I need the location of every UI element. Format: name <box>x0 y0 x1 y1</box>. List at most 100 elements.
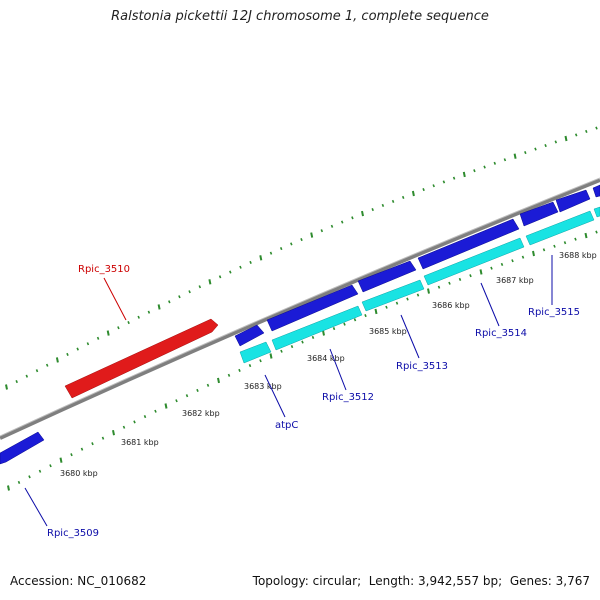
scale-tick <box>196 388 199 392</box>
scale-tick <box>503 158 507 162</box>
scale-label: 3686 kbp <box>432 301 470 310</box>
scale-tick <box>80 447 84 451</box>
scale-tick <box>483 165 486 169</box>
gene-Rpic_3512[interactable] <box>266 284 359 332</box>
accession-label: Accession: <box>10 574 74 588</box>
gene-cyan-2[interactable] <box>271 305 363 351</box>
scale-tick <box>198 285 202 289</box>
gene-Rpic_3515b[interactable] <box>555 189 591 213</box>
gene-Rpic_3510[interactable] <box>64 318 219 399</box>
scale-tick <box>168 300 171 304</box>
scale-label: 3688 kbp <box>559 251 597 260</box>
scale-tick <box>544 144 547 148</box>
gene-Rpic_3509[interactable] <box>0 431 45 465</box>
scale-tick <box>542 248 546 252</box>
scale-tick <box>157 304 161 310</box>
scale-tick <box>353 318 357 322</box>
scale-tick <box>112 430 115 436</box>
scale-tick <box>269 251 273 255</box>
gene-label-Rpic_3514[interactable]: Rpic_3514 <box>475 328 527 339</box>
scale-tick <box>45 363 49 367</box>
scale-tick <box>15 380 18 384</box>
scale-label: 3680 kbp <box>60 469 98 478</box>
scale-label: 3681 kbp <box>121 438 159 447</box>
scale-label: 3682 kbp <box>182 409 220 418</box>
scale-tick <box>217 377 220 384</box>
scale-tick <box>164 403 168 409</box>
scale-tick <box>422 188 425 192</box>
gene-track-inner <box>0 184 600 465</box>
gene-cyan-3[interactable] <box>361 279 425 312</box>
gene-labels: Rpic_3509 Rpic_3510 atpC Rpic_3512 Rpic_… <box>47 264 580 539</box>
scale-label: 3685 kbp <box>369 327 407 336</box>
scale-tick <box>25 374 29 378</box>
scale-tick <box>227 373 231 377</box>
length-value: 3,942,557 bp <box>418 574 499 588</box>
scale-tick <box>101 436 105 440</box>
scale-tick <box>239 265 242 269</box>
gene-atpC[interactable] <box>234 324 265 347</box>
gene-label-leaders <box>24 255 553 527</box>
scale-tick <box>301 340 304 344</box>
scale-tick <box>259 359 262 363</box>
scale-tick <box>70 453 73 457</box>
scale-tick <box>524 151 527 155</box>
scale-tick <box>427 288 430 294</box>
scale-tick <box>269 353 273 359</box>
gene-label-Rpic_3513[interactable]: Rpic_3513 <box>396 361 448 372</box>
scale-tick <box>17 480 21 484</box>
scale-tick <box>364 314 367 318</box>
gene-cyan-1[interactable] <box>239 341 272 364</box>
gene-cyan-6[interactable] <box>593 206 600 218</box>
scale-tick <box>106 330 110 336</box>
genes-value: 3,767 <box>555 574 590 588</box>
scale-tick <box>259 255 263 261</box>
gene-track-cyan <box>239 206 600 364</box>
scale-tick <box>385 305 388 309</box>
gene-Rpic_3513[interactable] <box>357 260 417 293</box>
scale-tick <box>290 242 293 246</box>
scale-tick <box>178 295 181 299</box>
scale-tick <box>479 269 483 275</box>
gene-Rpic_3515[interactable] <box>519 201 559 227</box>
scale-tick <box>122 425 126 429</box>
scale-tick <box>500 262 504 266</box>
scale-tick <box>143 415 147 419</box>
map-title: Ralstonia pickettii 12J chromosome 1, co… <box>111 9 489 24</box>
scale-tick <box>38 469 42 473</box>
scale-tick <box>521 255 525 259</box>
gene-edge-right[interactable] <box>592 184 600 198</box>
scale-tick <box>249 260 252 264</box>
gene-cyan-5[interactable] <box>525 210 595 246</box>
tick-row-upper <box>5 126 598 390</box>
scale-tick <box>343 322 346 326</box>
scale-tick <box>127 321 130 325</box>
tick-row-lower <box>7 230 598 491</box>
scale-labels: 3680 kbp 3681 kbp 3682 kbp 3683 kbp 3684… <box>60 251 597 478</box>
scale-tick <box>574 133 578 137</box>
scale-tick <box>154 409 157 413</box>
scale-tick <box>279 247 283 251</box>
gene-label-Rpic_3515[interactable]: Rpic_3515 <box>528 307 580 318</box>
gene-label-Rpic_3509[interactable]: Rpic_3509 <box>47 528 99 539</box>
scale-tick <box>330 224 334 228</box>
gene-cyan-4[interactable] <box>423 237 525 286</box>
scale-tick <box>595 126 598 130</box>
scale-tick <box>340 220 344 224</box>
scale-tick <box>117 326 120 330</box>
scale-tick <box>469 274 472 278</box>
scale-tick <box>595 230 598 234</box>
scale-tick <box>310 232 314 238</box>
scale-tick <box>401 195 405 199</box>
gene-Rpic_3514[interactable] <box>417 218 520 270</box>
scale-tick <box>361 210 364 217</box>
scale-tick <box>585 129 588 133</box>
gene-label-Rpic_3510[interactable]: Rpic_3510 <box>78 264 130 275</box>
gene-label-atpC[interactable]: atpC <box>275 420 298 431</box>
gene-label-Rpic_3512[interactable]: Rpic_3512 <box>322 392 374 403</box>
scale-tick <box>133 420 136 424</box>
scale-tick <box>448 281 451 285</box>
scale-tick <box>290 345 294 349</box>
